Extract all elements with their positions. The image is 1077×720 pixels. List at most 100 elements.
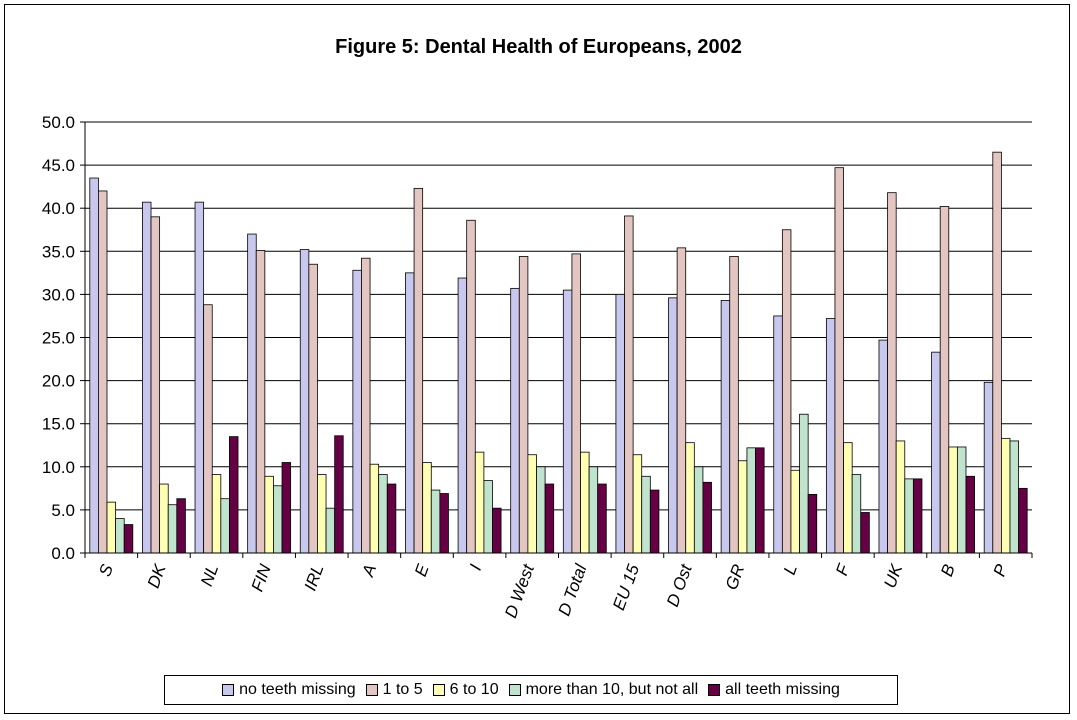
y-tick-label: 35.0 (42, 242, 75, 261)
bar (895, 440, 906, 554)
x-tick-label: DK (144, 561, 170, 590)
x-tick-label: B (937, 562, 959, 579)
y-tick-label: 40.0 (42, 199, 75, 218)
bar (264, 475, 274, 554)
x-tick-label: A (358, 562, 380, 580)
bar (992, 151, 1002, 554)
bar (685, 442, 695, 554)
x-tick-label: D Total (555, 561, 591, 619)
bar (562, 289, 573, 554)
bar (378, 474, 388, 554)
bars (89, 151, 1028, 554)
y-tick-label: 30.0 (42, 285, 75, 304)
bar (413, 187, 424, 554)
bar (641, 475, 651, 554)
bar (773, 315, 783, 554)
bar (931, 351, 941, 554)
bar (887, 192, 897, 554)
bar (466, 219, 476, 554)
bar (439, 493, 449, 554)
y-tick-label: 0.0 (51, 544, 75, 563)
bar (755, 447, 765, 554)
legend-swatch (432, 684, 445, 696)
bar (167, 504, 178, 554)
bar (492, 507, 502, 554)
bar (308, 263, 318, 554)
bar (325, 507, 336, 554)
bar (615, 293, 625, 554)
bar (527, 454, 537, 554)
bar (247, 233, 257, 554)
y-tick-label: 25.0 (42, 329, 75, 348)
y-tick-label: 5.0 (51, 501, 75, 520)
x-tick-label: F (832, 560, 854, 578)
x-tick-label: UK (880, 561, 906, 590)
x-tick-label: GR (722, 562, 749, 592)
bar (518, 256, 529, 554)
bar (624, 215, 634, 554)
bar (89, 177, 99, 554)
bar (369, 463, 380, 554)
bar (317, 474, 327, 554)
legend-swatch (222, 684, 235, 696)
x-tick-label: EU 15 (609, 561, 643, 612)
bar (912, 478, 923, 554)
bar (123, 524, 134, 554)
y-tick-label: 50.0 (42, 113, 75, 132)
bar (904, 478, 914, 554)
bar (510, 287, 520, 554)
bar (1000, 437, 1011, 554)
bar (956, 446, 967, 554)
bar (649, 489, 660, 554)
bar (273, 485, 283, 554)
x-tick-label: NL (197, 562, 222, 589)
bar (255, 250, 266, 554)
bar (386, 483, 397, 554)
bar (807, 493, 818, 554)
bar (799, 413, 809, 554)
bar (176, 498, 186, 554)
legend-item: 1 to 5 (365, 681, 423, 699)
bar (632, 454, 643, 554)
legend-label: 6 to 10 (449, 681, 499, 698)
bar (457, 277, 468, 554)
bar (352, 269, 362, 554)
bar (211, 474, 222, 554)
bar (220, 498, 230, 554)
bar (676, 247, 687, 554)
bar (571, 253, 581, 554)
y-tick-label: 20.0 (42, 372, 75, 391)
legend-label: more than 10, but not all (525, 681, 699, 698)
bar (983, 381, 994, 554)
bar (299, 249, 310, 554)
bar (150, 216, 161, 554)
bar (948, 446, 958, 554)
legend-label: no teeth missing (239, 681, 356, 698)
bar (483, 480, 493, 554)
legend-item: more than 10, but not all (508, 681, 699, 699)
bar (142, 201, 152, 554)
chart-title: Figure 5: Dental Health of Europeans, 20… (335, 36, 742, 58)
bar (878, 339, 888, 554)
bar (693, 466, 704, 554)
x-tick-label: D West (501, 561, 538, 621)
bar (474, 451, 485, 554)
bar (702, 481, 712, 554)
bar (825, 318, 836, 554)
legend-swatch (365, 684, 378, 696)
x-tick-label: D Ost (663, 561, 696, 610)
bar (668, 297, 678, 554)
legend-swatch (508, 684, 521, 696)
x-tick-label: L (780, 562, 801, 577)
x-tick-label: FIN (248, 561, 275, 594)
x-tick-label: E (411, 561, 433, 579)
bar (1009, 440, 1019, 554)
y-tick-label: 10.0 (42, 458, 75, 477)
bar (746, 447, 756, 554)
bar (720, 300, 731, 554)
x-tick-label: P (990, 561, 1012, 579)
x-tick-label: S (95, 561, 117, 579)
bar (834, 167, 844, 554)
bar (1018, 487, 1028, 554)
